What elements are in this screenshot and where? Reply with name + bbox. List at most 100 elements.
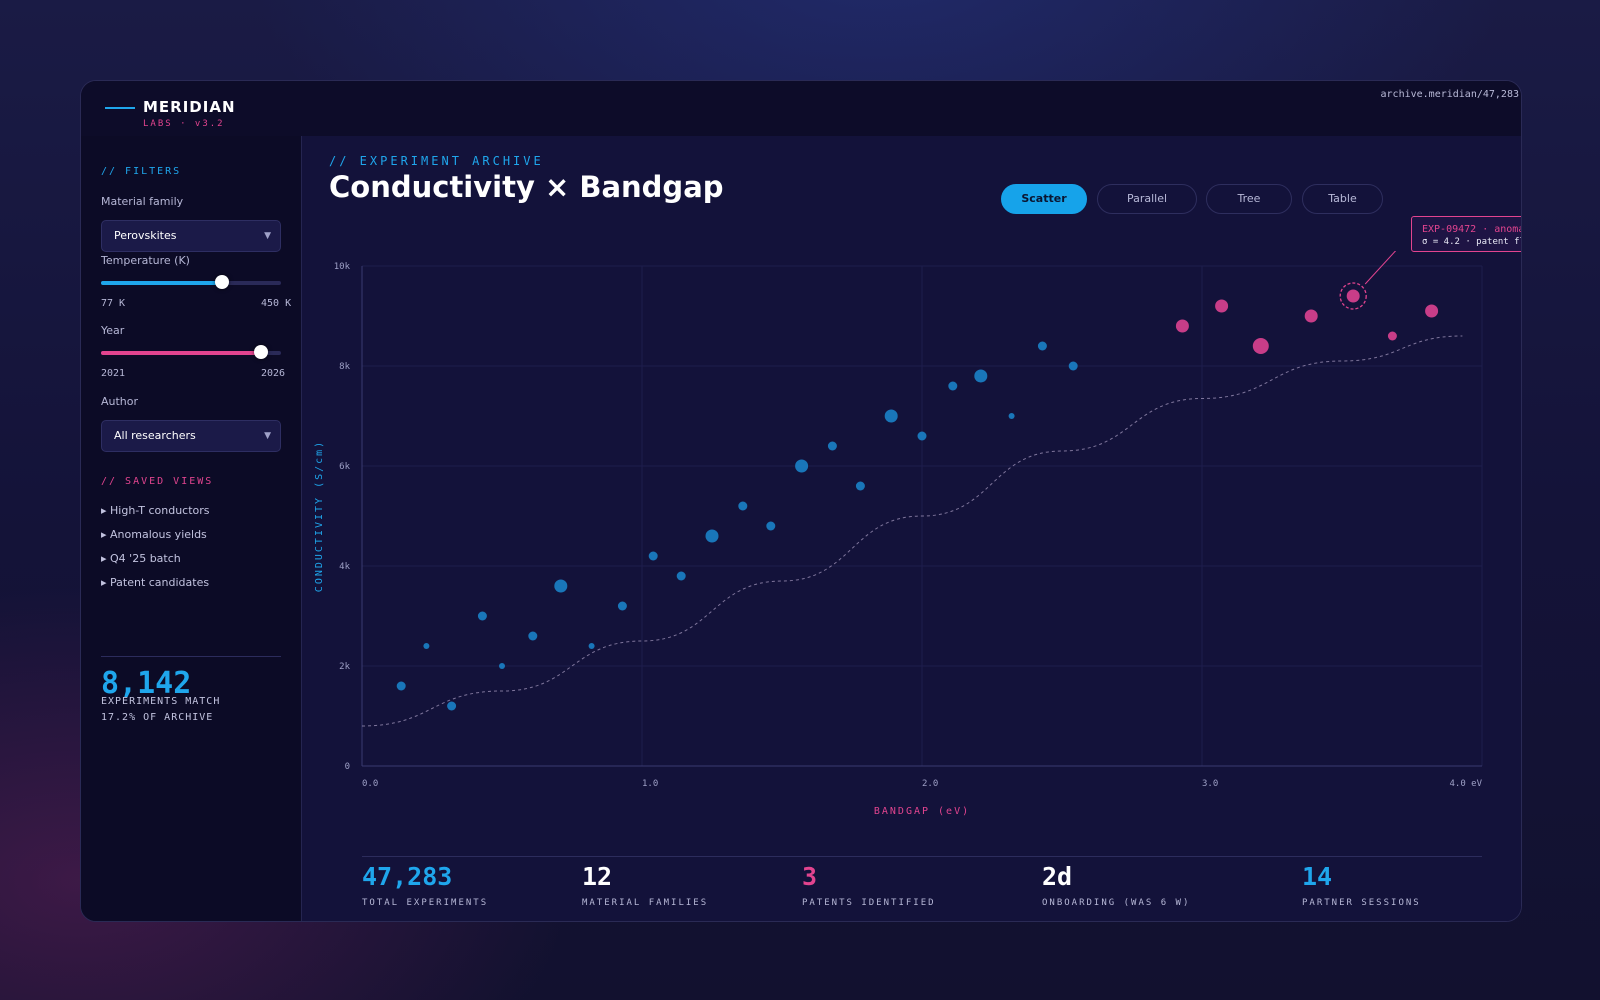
brand-mark	[105, 107, 135, 109]
scatter-chart: 0 2k 4k 6k 8k 10k 0.0 1.0 2.0 3.0 4.0 eV BANDGAP (e…	[314, 251, 1483, 817]
tooltip-detail: σ = 4.2 · patent flag ▴	[1422, 237, 1521, 247]
data-point	[855, 481, 865, 491]
stat-partner-sessions-label: PARTNER SESSIONS	[1302, 898, 1421, 908]
anomaly-highlight-ring	[1339, 282, 1367, 310]
data-point	[477, 611, 487, 621]
author-select[interactable]: All researchers ▼	[101, 420, 281, 452]
stat-material-families: 12	[582, 862, 613, 891]
y-tick-label: 0	[345, 762, 350, 772]
data-point	[795, 459, 809, 473]
stat-patents-label: PATENTS IDENTIFIED	[802, 898, 936, 908]
stats-divider	[362, 856, 1482, 857]
stat-material-families-label: MATERIAL FAMILIES	[582, 898, 709, 908]
data-point	[396, 681, 406, 691]
data-point	[1425, 304, 1439, 318]
data-point	[528, 631, 538, 641]
data-point	[499, 663, 505, 669]
material-family-label: Material family	[101, 195, 184, 208]
filters-heading: // FILTERS	[101, 166, 182, 177]
tooltip-connector	[1364, 251, 1397, 285]
y-tick-label: 4k	[339, 562, 350, 572]
data-point	[1008, 413, 1015, 419]
material-family-select[interactable]: Perovskites ▼	[101, 220, 281, 252]
data-point	[1175, 319, 1189, 333]
brand-name: MERIDIAN	[143, 98, 236, 116]
temperature-max: 450 K	[261, 298, 292, 309]
chevron-down-icon: ▼	[264, 431, 271, 441]
page-title: Conductivity × Bandgap	[329, 170, 724, 204]
saved-view-item[interactable]: ▸ High-T conductors	[101, 504, 210, 517]
x-axis-label: BANDGAP (eV)	[874, 806, 970, 817]
data-point	[1215, 299, 1229, 313]
data-point	[738, 501, 748, 511]
data-point	[1304, 309, 1318, 323]
tab-tree[interactable]: Tree	[1206, 184, 1292, 214]
x-tick-label: 0.0	[362, 779, 378, 789]
material-family-value: Perovskites	[114, 229, 177, 242]
year-label: Year	[101, 324, 125, 337]
y-tick-label: 2k	[339, 662, 350, 672]
temperature-label: Temperature (K)	[101, 254, 190, 267]
data-point	[974, 369, 988, 383]
app-window: MERIDIAN LABS · v3.2 archive.meridian/47…	[80, 80, 1522, 922]
top-bar: MERIDIAN LABS · v3.2 archive.meridian/47…	[81, 81, 1521, 136]
data-point	[1252, 338, 1269, 354]
year-min: 2021	[101, 368, 126, 379]
tab-scatter[interactable]: Scatter	[1001, 184, 1087, 214]
saved-view-item[interactable]: ▸ Patent candidates	[101, 576, 210, 589]
sidebar-divider	[101, 656, 281, 657]
data-point	[917, 431, 927, 441]
trend-line	[361, 335, 1463, 727]
data-point	[588, 643, 595, 649]
section-eyebrow: // EXPERIMENT ARCHIVE	[329, 154, 544, 168]
year-slider[interactable]	[101, 345, 281, 359]
stat-patents: 3	[802, 862, 818, 891]
chevron-down-icon: ▼	[264, 231, 271, 241]
author-label: Author	[101, 395, 139, 408]
data-point	[1037, 341, 1047, 351]
y-tick-label: 10k	[334, 262, 351, 272]
tab-table[interactable]: Table	[1302, 184, 1383, 214]
x-tick-label: 1.0	[642, 779, 658, 789]
x-tick-label: 4.0 eV	[1449, 779, 1482, 789]
data-point	[554, 579, 568, 593]
year-max: 2026	[261, 368, 286, 379]
temperature-slider[interactable]	[101, 275, 281, 289]
tab-parallel[interactable]: Parallel	[1097, 184, 1197, 214]
data-point	[676, 571, 686, 581]
data-point	[884, 409, 898, 423]
anomaly-tooltip: EXP-09472 · anomaly σ = 4.2 · patent fla…	[1411, 216, 1521, 252]
match-count-label: EXPERIMENTS MATCH	[101, 696, 221, 707]
author-value: All researchers	[114, 429, 196, 442]
temperature-slider-thumb[interactable]	[214, 275, 229, 289]
stat-onboarding: 2d	[1042, 862, 1073, 891]
filters-sidebar: // FILTERS Material family Perovskites ▼…	[81, 136, 302, 921]
match-percentage: 17.2% OF ARCHIVE	[101, 712, 214, 723]
y-axis-label: CONDUCTIVITY (S/cm)	[314, 440, 325, 592]
y-tick-label: 6k	[339, 462, 350, 472]
saved-view-item[interactable]: ▸ Anomalous yields	[101, 528, 207, 541]
brand-subtitle: LABS · v3.2	[143, 119, 225, 129]
stat-onboarding-label: ONBOARDING (WAS 6 W)	[1042, 898, 1191, 908]
match-count: 8,142	[101, 666, 192, 701]
data-point	[766, 521, 776, 531]
data-point	[447, 701, 457, 711]
stat-total-experiments: 47,283	[362, 862, 453, 891]
y-tick-label: 8k	[339, 362, 350, 372]
data-point	[1346, 289, 1360, 303]
data-point	[827, 441, 837, 451]
stat-partner-sessions: 14	[1302, 862, 1333, 891]
temperature-slider-fill	[101, 281, 222, 285]
data-point	[1068, 361, 1078, 371]
year-slider-fill	[101, 351, 262, 355]
data-point	[1387, 331, 1397, 341]
x-tick-label: 2.0	[922, 779, 938, 789]
saved-view-item[interactable]: ▸ Q4 '25 batch	[101, 552, 181, 565]
data-point	[948, 381, 958, 391]
archive-url: archive.meridian/47,283	[1380, 89, 1519, 100]
temperature-min: 77 K	[101, 298, 126, 309]
tooltip-title: EXP-09472 · anomaly	[1422, 224, 1521, 235]
data-point	[423, 643, 430, 649]
year-slider-thumb[interactable]	[254, 345, 269, 359]
data-point	[617, 601, 627, 611]
